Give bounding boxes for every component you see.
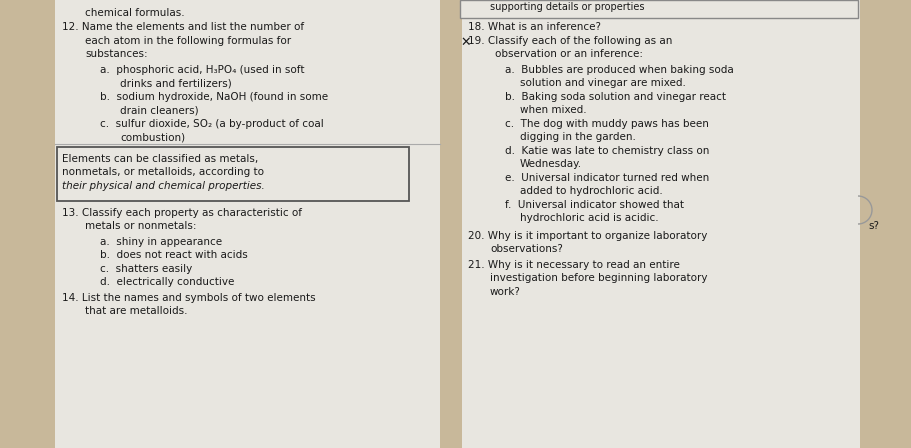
- Text: 19. Classify each of the following as an: 19. Classify each of the following as an: [468, 35, 672, 46]
- Text: a.  shiny in appearance: a. shiny in appearance: [100, 237, 222, 246]
- Text: d.  Katie was late to chemistry class on: d. Katie was late to chemistry class on: [505, 146, 710, 155]
- Text: chemical formulas.: chemical formulas.: [85, 8, 185, 18]
- Text: 14. List the names and symbols of two elements: 14. List the names and symbols of two el…: [62, 293, 315, 302]
- Text: 18. What is an inference?: 18. What is an inference?: [468, 22, 601, 32]
- Text: Elements can be classified as metals,: Elements can be classified as metals,: [62, 154, 258, 164]
- Bar: [860, 0, 911, 448]
- Text: c.  shatters easily: c. shatters easily: [100, 263, 192, 273]
- Text: f.  Universal indicator showed that: f. Universal indicator showed that: [505, 199, 684, 210]
- Text: each atom in the following formulas for: each atom in the following formulas for: [85, 35, 292, 46]
- FancyBboxPatch shape: [460, 0, 858, 18]
- Text: their physical and chemical properties.: their physical and chemical properties.: [62, 181, 265, 190]
- Text: investigation before beginning laboratory: investigation before beginning laborator…: [490, 273, 708, 283]
- Text: drinks and fertilizers): drinks and fertilizers): [120, 78, 231, 88]
- Text: substances:: substances:: [85, 49, 148, 59]
- Text: observations?: observations?: [490, 244, 563, 254]
- Text: c.  sulfur dioxide, SO₂ (a by-product of coal: c. sulfur dioxide, SO₂ (a by-product of …: [100, 119, 323, 129]
- Text: e.  Universal indicator turned red when: e. Universal indicator turned red when: [505, 172, 710, 182]
- Text: supporting details or properties: supporting details or properties: [490, 2, 644, 12]
- Text: ✕: ✕: [460, 35, 470, 48]
- Bar: [460, 0, 860, 448]
- Text: digging in the garden.: digging in the garden.: [520, 132, 636, 142]
- Text: 21. Why is it necessary to read an entire: 21. Why is it necessary to read an entir…: [468, 259, 680, 270]
- Text: solution and vinegar are mixed.: solution and vinegar are mixed.: [520, 78, 686, 88]
- Text: drain cleaners): drain cleaners): [120, 105, 199, 115]
- Bar: [440, 0, 462, 448]
- Text: b.  Baking soda solution and vinegar react: b. Baking soda solution and vinegar reac…: [505, 91, 726, 102]
- Text: 13. Classify each property as characteristic of: 13. Classify each property as characteri…: [62, 207, 302, 217]
- Text: added to hydrochloric acid.: added to hydrochloric acid.: [520, 186, 662, 196]
- Text: work?: work?: [490, 287, 521, 297]
- Text: combustion): combustion): [120, 132, 185, 142]
- Text: a.  Bubbles are produced when baking soda: a. Bubbles are produced when baking soda: [505, 65, 733, 74]
- Text: d.  electrically conductive: d. electrically conductive: [100, 277, 234, 287]
- Text: b.  does not react with acids: b. does not react with acids: [100, 250, 248, 260]
- Text: 20. Why is it important to organize laboratory: 20. Why is it important to organize labo…: [468, 231, 707, 241]
- Text: that are metalloids.: that are metalloids.: [85, 306, 188, 316]
- Text: 12. Name the elements and list the number of: 12. Name the elements and list the numbe…: [62, 22, 304, 32]
- Text: a.  phosphoric acid, H₃PO₄ (used in soft: a. phosphoric acid, H₃PO₄ (used in soft: [100, 65, 304, 74]
- Text: metals or nonmetals:: metals or nonmetals:: [85, 221, 197, 231]
- Text: c.  The dog with muddy paws has been: c. The dog with muddy paws has been: [505, 119, 709, 129]
- Text: Wednesday.: Wednesday.: [520, 159, 582, 169]
- Text: b.  sodium hydroxide, NaOH (found in some: b. sodium hydroxide, NaOH (found in some: [100, 91, 328, 102]
- Bar: [0, 0, 55, 448]
- FancyBboxPatch shape: [57, 146, 409, 201]
- Text: s?: s?: [868, 221, 879, 231]
- Text: observation or an inference:: observation or an inference:: [495, 49, 643, 59]
- Text: hydrochloric acid is acidic.: hydrochloric acid is acidic.: [520, 213, 659, 223]
- Bar: [55, 0, 440, 448]
- Text: when mixed.: when mixed.: [520, 105, 587, 115]
- Text: nonmetals, or metalloids, according to: nonmetals, or metalloids, according to: [62, 167, 264, 177]
